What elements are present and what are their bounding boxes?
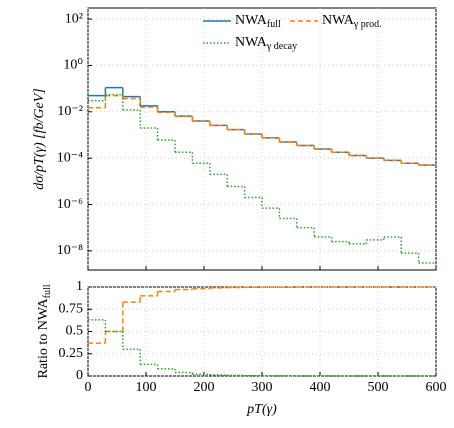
y-tick-label: 10⁻⁸ bbox=[57, 243, 83, 258]
y-tick-label: 10⁰ bbox=[63, 58, 83, 73]
y-label-sub: full bbox=[42, 284, 53, 298]
legend-name: NWA bbox=[235, 35, 268, 50]
x-axis-label: pT(γ) bbox=[246, 402, 277, 417]
legend-label: NWAγ decay bbox=[235, 35, 297, 52]
y-tick-label: 1 bbox=[76, 279, 83, 294]
y-tick-label: 0.5 bbox=[66, 324, 84, 339]
x-tick-label: 200 bbox=[194, 380, 215, 395]
y-tick-label: 0.25 bbox=[59, 346, 84, 361]
y-label-main: dσ/pT(γ) [fb/GeV] bbox=[32, 88, 47, 189]
y-tick-label: 0 bbox=[76, 368, 83, 383]
y-tick-label: 10⁻⁶ bbox=[57, 197, 83, 212]
x-tick-label: 500 bbox=[368, 380, 389, 395]
legend-sub: full bbox=[267, 19, 281, 30]
legend-sub: γ decay bbox=[266, 41, 297, 52]
y-axis-label: Ratio to NWAfull bbox=[36, 284, 53, 378]
legend-label: NWAfull bbox=[235, 13, 281, 30]
legend-label: NWAγ prod. bbox=[322, 13, 382, 30]
legend-name: NWA bbox=[235, 13, 268, 28]
x-tick-label: 100 bbox=[136, 380, 157, 395]
y-label-main: Ratio to NWA bbox=[36, 298, 51, 379]
x-tick-label: 600 bbox=[426, 380, 447, 395]
y-tick-label: 10⁻⁴ bbox=[57, 150, 83, 165]
legend-name: NWA bbox=[322, 13, 355, 28]
y-tick-label: 10² bbox=[65, 11, 83, 26]
x-tick-label: 400 bbox=[310, 380, 331, 395]
y-tick-label: 0.75 bbox=[59, 301, 84, 316]
y-tick-label: 10⁻² bbox=[57, 104, 83, 119]
legend-sub: γ prod. bbox=[353, 19, 382, 30]
x-tick-label: 0 bbox=[85, 380, 92, 395]
y-axis-label: dσ/pT(γ) [fb/GeV] bbox=[32, 88, 47, 189]
x-tick-label: 300 bbox=[252, 380, 273, 395]
